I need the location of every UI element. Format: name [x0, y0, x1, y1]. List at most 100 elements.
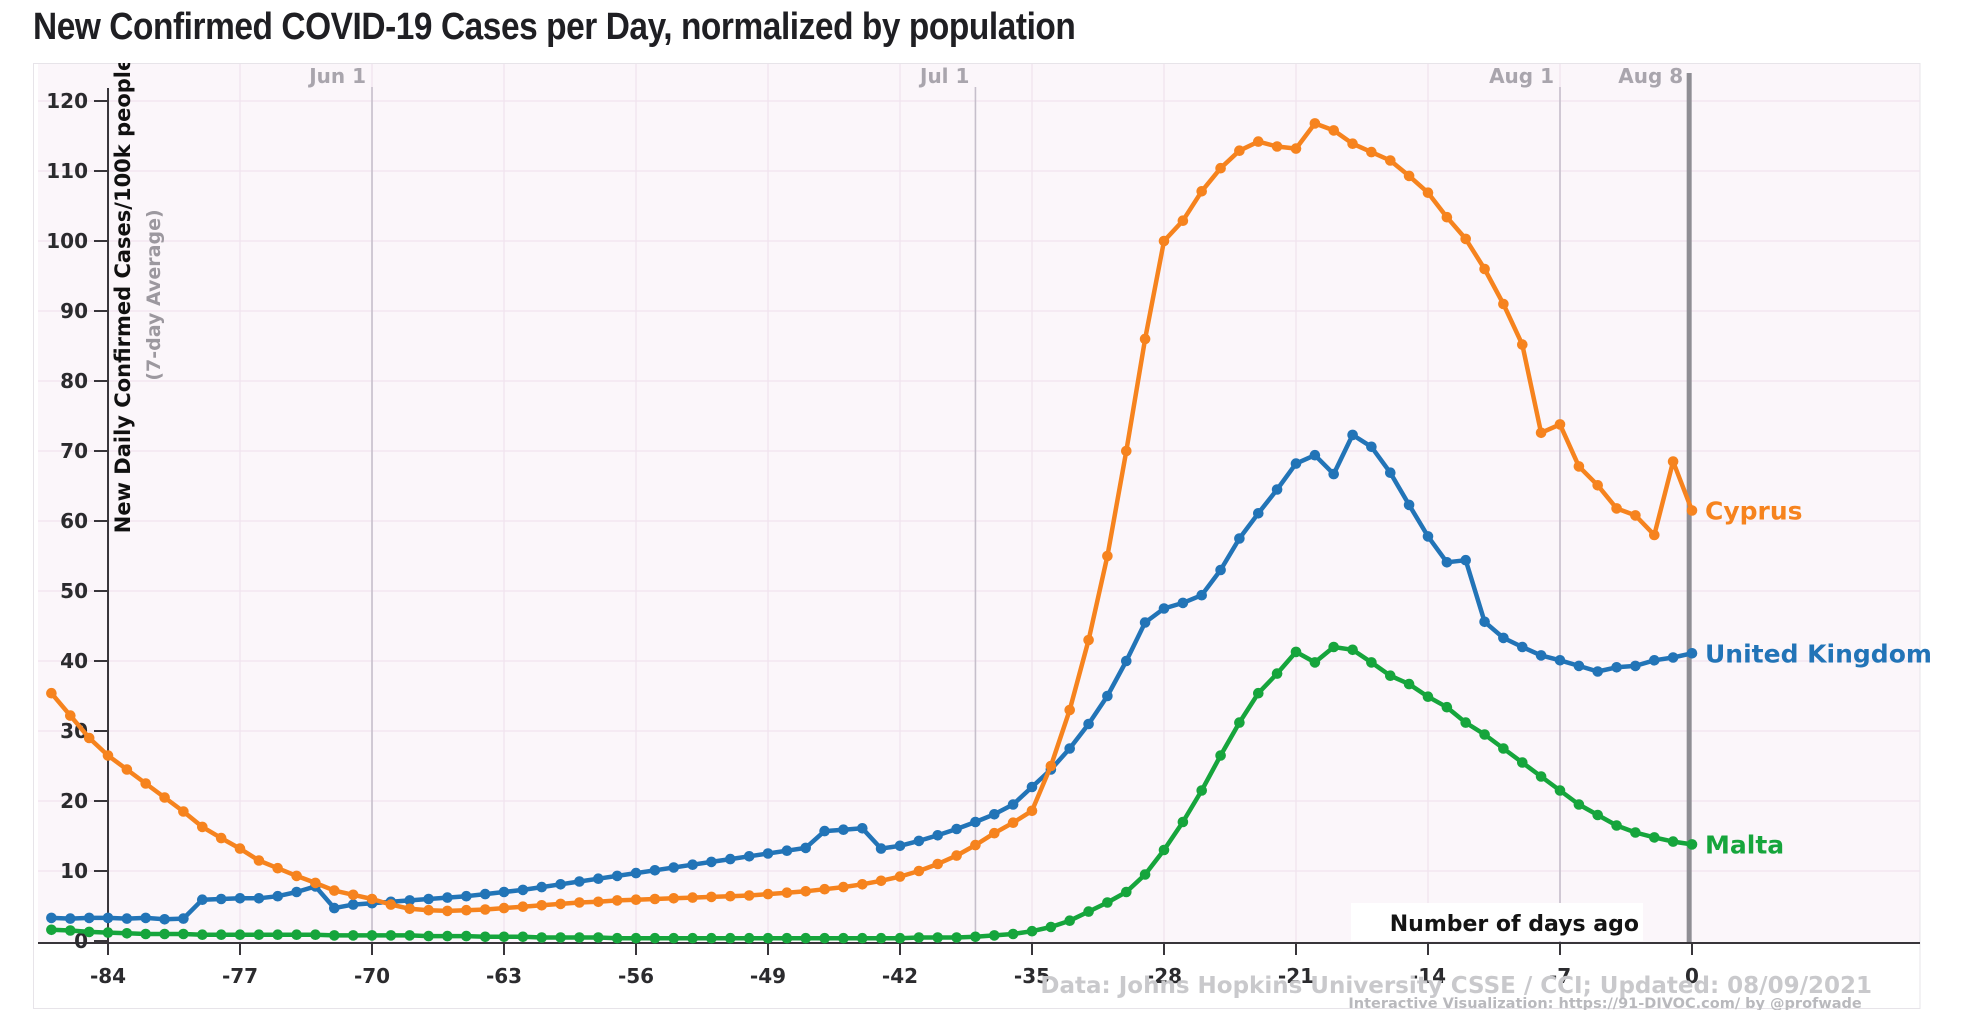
data-point[interactable] [1347, 429, 1358, 441]
data-point[interactable] [1196, 186, 1207, 197]
data-point[interactable] [498, 902, 510, 914]
data-point[interactable] [498, 931, 510, 943]
data-point[interactable] [65, 913, 76, 924]
data-point[interactable] [800, 886, 811, 897]
data-point[interactable] [989, 930, 1000, 941]
data-point[interactable] [894, 932, 906, 944]
data-point[interactable] [1535, 650, 1547, 661]
data-point[interactable] [536, 932, 547, 943]
data-point[interactable] [1253, 687, 1264, 699]
data-point[interactable] [423, 904, 434, 916]
data-point[interactable] [1573, 461, 1585, 472]
data-point[interactable] [913, 932, 925, 943]
data-point[interactable] [1083, 718, 1094, 730]
data-point[interactable] [536, 900, 547, 911]
data-point[interactable] [725, 932, 736, 944]
footer-visualization-credit[interactable]: Interactive Visualization: https://91-DI… [1348, 996, 1869, 1010]
series-malta[interactable] [46, 641, 1698, 944]
data-point[interactable] [253, 893, 265, 904]
data-point[interactable] [1385, 670, 1396, 681]
data-point[interactable] [1064, 915, 1075, 926]
data-point[interactable] [1139, 333, 1151, 345]
data-point[interactable] [687, 932, 698, 944]
data-point[interactable] [178, 806, 189, 817]
data-point[interactable] [1177, 816, 1189, 828]
data-point[interactable] [857, 823, 868, 834]
data-point[interactable] [725, 890, 736, 902]
data-point[interactable] [819, 825, 830, 837]
data-point[interactable] [1196, 589, 1207, 601]
data-point[interactable] [574, 876, 585, 887]
data-point[interactable] [83, 912, 95, 924]
data-point[interactable] [498, 886, 510, 898]
data-point[interactable] [1290, 646, 1302, 658]
data-point[interactable] [140, 912, 151, 924]
data-point[interactable] [1026, 805, 1038, 817]
data-point[interactable] [215, 929, 227, 940]
data-point[interactable] [970, 816, 981, 828]
data-point[interactable] [1007, 817, 1019, 828]
data-point[interactable] [536, 881, 547, 893]
data-point[interactable] [1083, 906, 1094, 917]
data-point[interactable] [1158, 235, 1170, 247]
data-point[interactable] [442, 892, 453, 903]
series-cyprus[interactable] [46, 118, 1698, 917]
data-point[interactable] [272, 890, 283, 902]
data-point[interactable] [630, 894, 642, 905]
data-point[interactable] [743, 932, 755, 944]
data-point[interactable] [555, 898, 566, 910]
data-point[interactable] [291, 870, 302, 882]
data-point[interactable] [140, 928, 151, 940]
data-point[interactable] [1592, 809, 1603, 821]
data-point[interactable] [1309, 657, 1321, 668]
data-point[interactable] [121, 928, 133, 939]
data-point[interactable] [1290, 458, 1302, 469]
data-point[interactable] [1026, 781, 1038, 793]
data-point[interactable] [668, 862, 679, 873]
data-point[interactable] [102, 912, 114, 924]
data-point[interactable] [1573, 799, 1585, 810]
data-point[interactable] [1271, 668, 1283, 679]
data-point[interactable] [1045, 760, 1057, 772]
data-point[interactable] [1422, 187, 1434, 198]
data-point[interactable] [461, 904, 472, 916]
data-point[interactable] [1479, 616, 1490, 628]
data-point[interactable] [743, 851, 755, 862]
data-point[interactable] [517, 884, 529, 896]
data-point[interactable] [970, 839, 981, 851]
data-point[interactable] [1271, 141, 1283, 152]
data-point[interactable] [762, 888, 774, 900]
series-united-kingdom[interactable] [46, 429, 1698, 925]
data-point[interactable] [1177, 215, 1189, 226]
data-point[interactable] [65, 925, 76, 936]
data-point[interactable] [593, 896, 604, 908]
data-point[interactable] [385, 930, 397, 941]
data-point[interactable] [385, 899, 397, 910]
data-point[interactable] [1441, 211, 1453, 223]
data-point[interactable] [1121, 655, 1132, 667]
data-point[interactable] [1102, 690, 1113, 702]
data-point[interactable] [1573, 660, 1585, 672]
data-point[interactable] [291, 886, 302, 898]
data-point[interactable] [46, 924, 57, 936]
data-point[interactable] [687, 859, 698, 870]
data-point[interactable] [159, 792, 170, 803]
data-point[interactable] [555, 932, 566, 943]
data-point[interactable] [819, 932, 830, 944]
data-point[interactable] [611, 895, 623, 906]
data-point[interactable] [1517, 641, 1528, 653]
data-point[interactable] [1630, 510, 1641, 521]
data-point[interactable] [1554, 785, 1566, 796]
data-point[interactable] [1347, 138, 1358, 149]
data-point[interactable] [706, 932, 717, 944]
data-point[interactable] [1121, 886, 1132, 898]
data-point[interactable] [1102, 550, 1113, 562]
data-point[interactable] [800, 842, 811, 854]
data-point[interactable] [1290, 143, 1302, 154]
data-point[interactable] [272, 929, 283, 940]
data-point[interactable] [1045, 921, 1057, 933]
data-point[interactable] [517, 931, 529, 943]
data-point[interactable] [253, 929, 265, 940]
data-point[interactable] [574, 932, 585, 943]
data-point[interactable] [310, 929, 321, 940]
